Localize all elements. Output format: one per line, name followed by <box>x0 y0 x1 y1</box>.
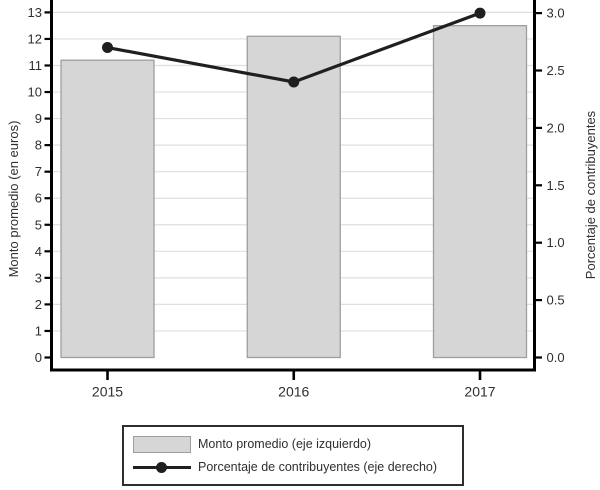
left-tick-label: 8 <box>35 138 42 153</box>
left-tick-label: 2 <box>35 297 42 312</box>
bar-2015 <box>60 59 155 359</box>
left-tick-label: 5 <box>35 217 42 232</box>
right-tick-label: 0.5 <box>547 293 565 308</box>
left-tick-label: 3 <box>35 270 42 285</box>
right-tick-label: 2.5 <box>547 63 565 78</box>
left-tick-label: 9 <box>35 111 42 126</box>
x-axis-ticks: 2015 2016 2017 <box>92 371 496 400</box>
right-tick-label: 1.0 <box>547 235 565 250</box>
bar-swatch-icon <box>133 435 191 453</box>
left-tick-label: 1 <box>35 323 42 338</box>
data-point-2015 <box>102 42 113 54</box>
right-tick-label: 0.0 <box>547 350 565 365</box>
data-point-2016 <box>288 76 300 88</box>
line-series <box>102 7 486 88</box>
data-point-2017 <box>474 7 486 19</box>
left-tick-label: 10 <box>28 85 42 100</box>
x-tick-label: 2017 <box>464 384 495 400</box>
right-tick-label: 2.0 <box>547 120 565 135</box>
left-tick-label: 0 <box>35 350 42 365</box>
left-axis-title: Monto promedio (en euros) <box>6 120 21 278</box>
left-tick-label: 11 <box>29 58 43 73</box>
plot-area: 0123456789101112130.00.51.01.52.02.53.02… <box>28 0 565 400</box>
legend-label-bar: Monto promedio (eje izquierdo) <box>198 437 372 451</box>
bar-2017 <box>432 25 528 359</box>
right-tick-label: 1.5 <box>547 178 565 193</box>
x-tick-label: 2016 <box>278 384 309 400</box>
legend-label-line: Porcentaje de contribuyentes (eje derech… <box>198 460 438 474</box>
right-tick-label: 3.0 <box>547 6 565 21</box>
legend-item-line: Porcentaje de contribuyentes (eje derech… <box>133 458 458 476</box>
left-tick-label: 6 <box>35 191 42 206</box>
right-axis-title: Porcentaje de contribuyentes <box>583 110 598 280</box>
x-tick-label: 2015 <box>92 384 123 400</box>
left-tick-label: 7 <box>35 164 42 179</box>
legend-item-bar: Monto promedio (eje izquierdo) <box>133 435 458 453</box>
line-dot-swatch-icon <box>133 459 191 476</box>
left-tick-label: 4 <box>35 244 42 259</box>
axes <box>50 0 536 372</box>
bar-series <box>60 25 528 359</box>
right-axis-ticks: 0.0 0.5 1.0 1.5 2.0 2.5 3.0 <box>536 6 565 365</box>
left-tick-label: 13 <box>28 5 42 20</box>
bar-2016 <box>246 35 341 359</box>
left-tick-label: 12 <box>28 31 42 46</box>
legend-box: Monto promedio (eje izquierdo) Porcentaj… <box>122 425 464 486</box>
